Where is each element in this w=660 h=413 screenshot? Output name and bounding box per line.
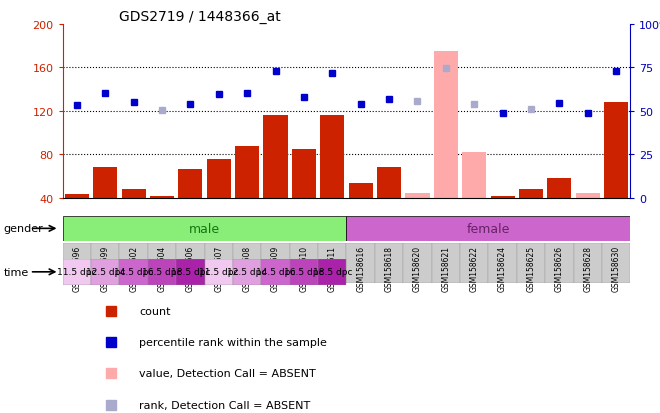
Bar xyxy=(517,244,545,283)
Text: GSM158621: GSM158621 xyxy=(442,246,450,292)
Text: count: count xyxy=(139,306,170,316)
Text: GSM158626: GSM158626 xyxy=(555,246,564,292)
Text: GSM158607: GSM158607 xyxy=(214,246,223,292)
Text: GSM158620: GSM158620 xyxy=(413,246,422,292)
Text: GSM158628: GSM158628 xyxy=(583,246,592,292)
Bar xyxy=(178,170,203,198)
Bar xyxy=(63,216,346,242)
Text: GSM158611: GSM158611 xyxy=(328,246,337,292)
Text: GSM158604: GSM158604 xyxy=(158,246,166,292)
Text: value, Detection Call = ABSENT: value, Detection Call = ABSENT xyxy=(139,368,315,378)
Bar xyxy=(547,179,572,198)
Bar xyxy=(377,168,401,198)
Text: female: female xyxy=(467,222,510,235)
Bar xyxy=(602,244,630,283)
Bar xyxy=(91,244,119,283)
Text: 18.5 dpc: 18.5 dpc xyxy=(313,268,352,277)
Bar xyxy=(292,150,316,198)
Bar xyxy=(150,196,174,198)
Bar xyxy=(432,244,460,283)
Text: GSM158610: GSM158610 xyxy=(300,246,308,292)
Bar xyxy=(490,196,515,198)
Text: GSM158622: GSM158622 xyxy=(470,246,478,292)
Text: 14.5 dpc: 14.5 dpc xyxy=(114,268,153,277)
Text: GSM158606: GSM158606 xyxy=(186,246,195,292)
Text: GSM158624: GSM158624 xyxy=(498,246,507,292)
Bar xyxy=(318,244,346,283)
Text: 11.5 dpc: 11.5 dpc xyxy=(199,268,238,277)
Bar xyxy=(91,259,119,285)
Bar xyxy=(576,194,600,198)
Bar xyxy=(63,259,91,285)
Bar xyxy=(65,195,89,198)
Bar xyxy=(207,159,231,198)
Bar xyxy=(405,194,430,198)
Bar xyxy=(460,244,488,283)
Bar xyxy=(121,190,146,198)
Bar xyxy=(233,244,261,283)
Bar xyxy=(348,183,373,198)
Bar xyxy=(176,244,205,283)
Bar xyxy=(148,259,176,285)
Bar xyxy=(318,259,346,285)
Bar xyxy=(375,244,403,283)
Text: GSM158630: GSM158630 xyxy=(612,246,620,292)
Text: GSM158609: GSM158609 xyxy=(271,246,280,292)
Text: male: male xyxy=(189,222,220,235)
Bar xyxy=(434,52,458,198)
Bar xyxy=(403,244,432,283)
Bar xyxy=(574,244,602,283)
Bar xyxy=(63,244,91,283)
Bar xyxy=(263,116,288,198)
Bar xyxy=(261,259,290,285)
Bar xyxy=(235,146,259,198)
Bar xyxy=(148,244,176,283)
Text: GDS2719 / 1448366_at: GDS2719 / 1448366_at xyxy=(119,10,280,24)
Text: 16.5 dpc: 16.5 dpc xyxy=(143,268,182,277)
Bar xyxy=(519,190,543,198)
Bar xyxy=(462,153,486,198)
Text: GSM158602: GSM158602 xyxy=(129,246,138,292)
Text: 14.5 dpc: 14.5 dpc xyxy=(256,268,295,277)
Bar xyxy=(93,168,117,198)
Text: 18.5 dpc: 18.5 dpc xyxy=(171,268,210,277)
Text: GSM158596: GSM158596 xyxy=(73,246,81,292)
Text: GSM158618: GSM158618 xyxy=(385,246,393,292)
Bar xyxy=(346,244,375,283)
Text: 12.5 dpc: 12.5 dpc xyxy=(228,268,267,277)
Bar xyxy=(545,244,574,283)
Text: 12.5 dpc: 12.5 dpc xyxy=(86,268,125,277)
Bar xyxy=(346,216,630,242)
Text: GSM158616: GSM158616 xyxy=(356,246,365,292)
Bar xyxy=(176,259,205,285)
Bar xyxy=(290,259,318,285)
Text: 11.5 dpc: 11.5 dpc xyxy=(57,268,96,277)
Bar xyxy=(119,259,148,285)
Text: percentile rank within the sample: percentile rank within the sample xyxy=(139,337,327,347)
Bar xyxy=(320,116,345,198)
Bar xyxy=(233,259,261,285)
Text: GSM158599: GSM158599 xyxy=(101,246,110,292)
Text: GSM158608: GSM158608 xyxy=(243,246,251,292)
Bar xyxy=(119,244,148,283)
Bar xyxy=(604,103,628,198)
Text: gender: gender xyxy=(3,224,43,234)
Text: time: time xyxy=(3,267,28,277)
Bar xyxy=(488,244,517,283)
Bar xyxy=(205,244,233,283)
Text: 16.5 dpc: 16.5 dpc xyxy=(284,268,323,277)
Bar xyxy=(290,244,318,283)
Text: GSM158625: GSM158625 xyxy=(527,246,535,292)
Bar xyxy=(205,259,233,285)
Text: rank, Detection Call = ABSENT: rank, Detection Call = ABSENT xyxy=(139,400,310,410)
Bar xyxy=(261,244,290,283)
